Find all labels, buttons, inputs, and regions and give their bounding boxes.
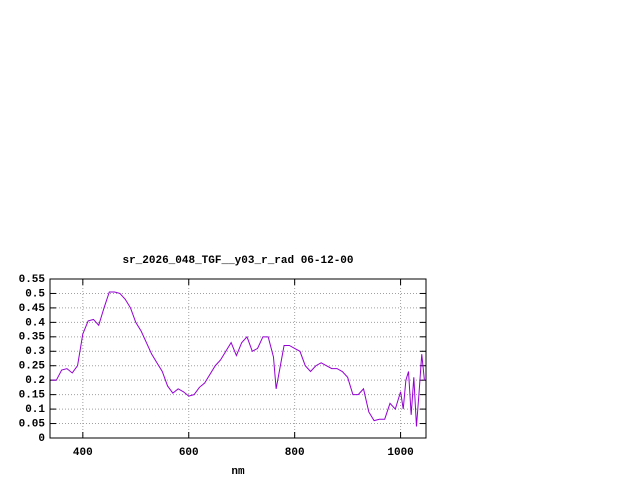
y-tick-label: 0.4 <box>25 317 45 329</box>
y-tick-label: 0.3 <box>25 346 45 358</box>
y-tick-label: 0.2 <box>25 375 45 387</box>
x-tick-label: 400 <box>73 447 93 459</box>
y-tick-label: 0.1 <box>25 404 45 416</box>
y-tick-label: 0.05 <box>19 418 46 430</box>
y-tick-label: 0 <box>38 433 45 445</box>
y-tick-label: 0.45 <box>19 303 46 315</box>
y-tick-label: 0.55 <box>19 274 46 286</box>
plot-border <box>49 278 427 439</box>
y-tick-label: 0.35 <box>19 332 46 344</box>
data-line <box>51 291 425 427</box>
x-axis-label: nm <box>231 466 245 478</box>
x-tick-label: 800 <box>285 447 305 459</box>
chart-title: sr_2026_048_TGF__y03_r_rad 06-12-00 <box>122 255 353 267</box>
x-tick-label: 1000 <box>387 447 413 459</box>
y-tick-label: 0.15 <box>19 390 46 402</box>
y-tick-label: 0.25 <box>19 361 46 373</box>
y-tick-label: 0.5 <box>25 288 45 300</box>
x-tick-label: 600 <box>179 447 199 459</box>
